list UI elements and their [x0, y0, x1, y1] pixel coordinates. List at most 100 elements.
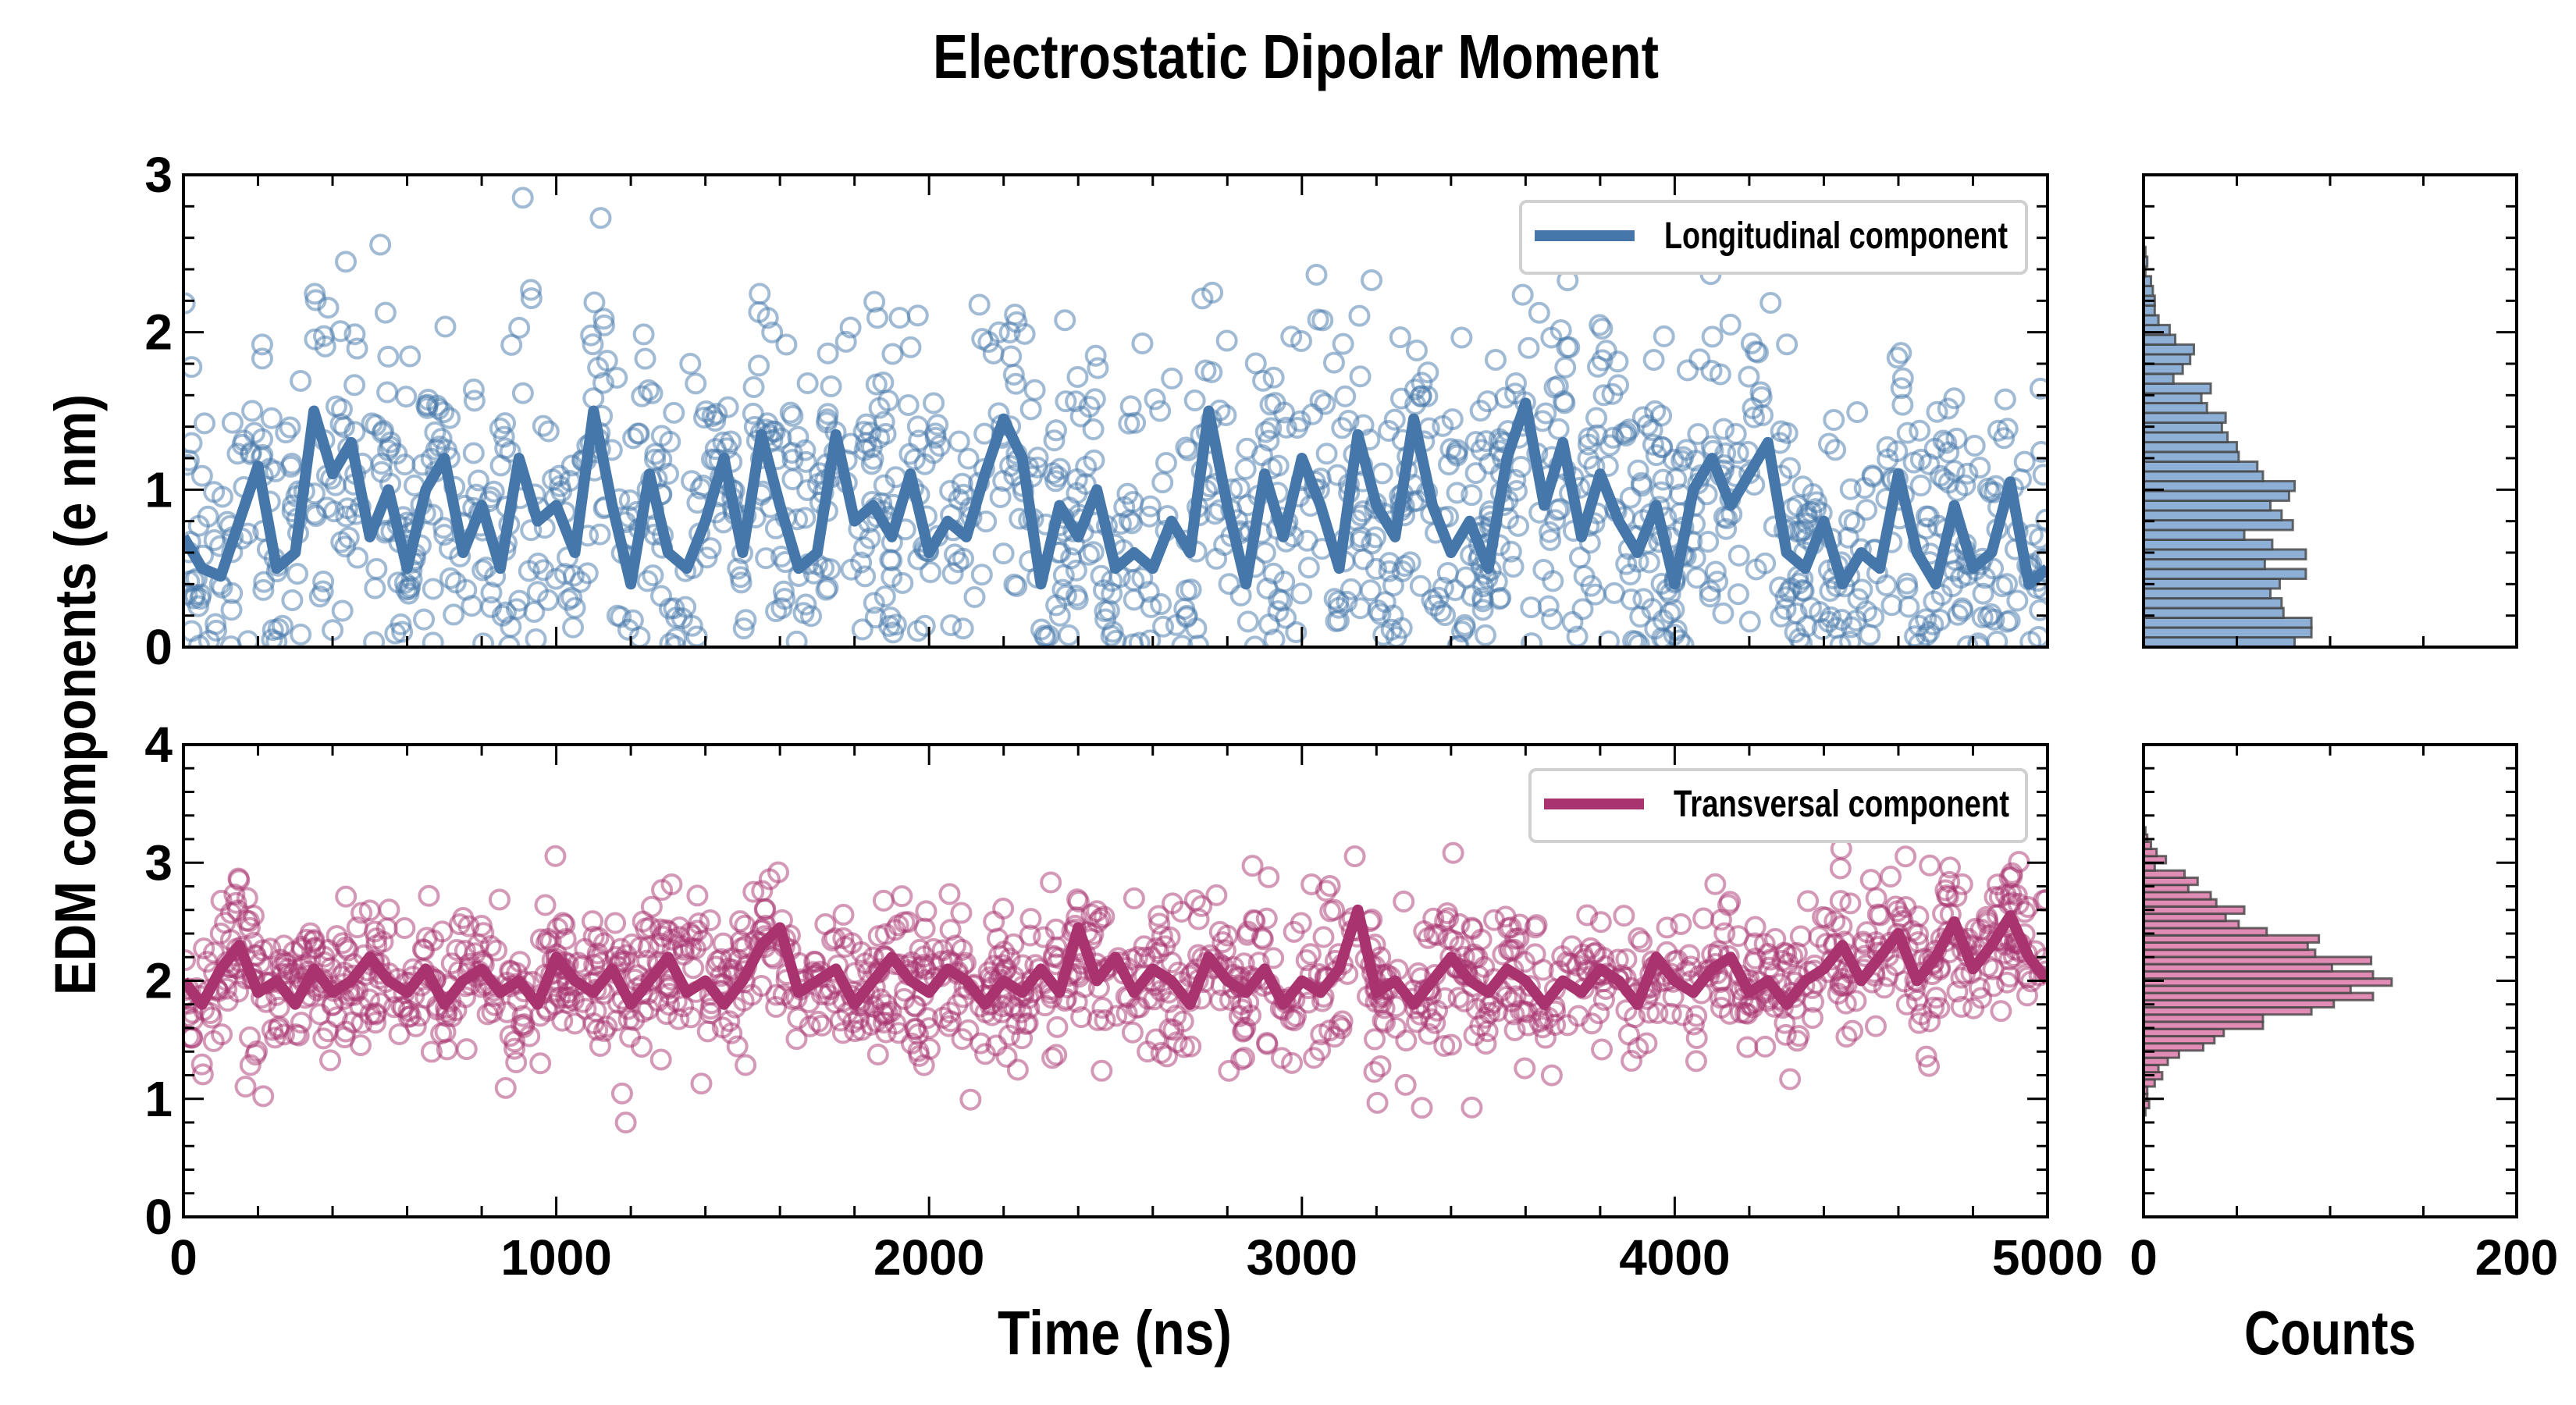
scatter-point	[610, 1082, 633, 1104]
scatter-point	[742, 880, 765, 903]
scatter-point	[1121, 1021, 1144, 1044]
scatter-point	[1161, 367, 1183, 389]
scatter-point	[1652, 468, 1674, 491]
scatter-point	[655, 973, 678, 996]
scatter-point	[523, 600, 546, 623]
scatter-point	[2030, 440, 2048, 463]
scatter-point	[1627, 459, 1649, 482]
scatter-point	[1528, 1010, 1551, 1033]
scatter-point	[1909, 419, 1931, 442]
scatter-point	[434, 1021, 457, 1044]
scatter-point	[1792, 580, 1815, 603]
scatter-point	[1895, 572, 1918, 595]
scatter-point	[470, 915, 493, 937]
scatter-point	[1829, 857, 1852, 880]
scatter-point	[304, 328, 326, 350]
scatter-point	[810, 983, 833, 1005]
scatter-point	[1785, 602, 1808, 624]
scatter-point	[1918, 453, 1941, 475]
scatter-point	[1539, 528, 1562, 551]
scatter-point	[365, 1012, 387, 1034]
scatter-point	[1685, 1050, 1707, 1072]
scatter-point	[439, 567, 461, 589]
scatter-point	[1886, 347, 1909, 369]
scatter-point	[1635, 1032, 1658, 1055]
scatter-point	[1941, 575, 1963, 598]
scatter-point	[1514, 1057, 1536, 1080]
scatter-point	[712, 431, 735, 454]
scatter-point	[606, 366, 628, 389]
scatter-point	[1464, 431, 1487, 454]
scatter-point	[1886, 440, 1909, 463]
scatter-point	[1963, 434, 1986, 457]
x-axis-label: Time (ns)	[998, 1298, 1232, 1368]
scatter-point	[1502, 556, 1525, 578]
scatter-point	[1880, 594, 1903, 617]
scatter-point	[479, 935, 502, 958]
scatter-point	[1023, 379, 1046, 401]
scatter-point	[850, 551, 873, 574]
scatter-point	[1701, 325, 1724, 348]
scatter-point	[1606, 350, 1629, 373]
scatter-point	[1706, 571, 1729, 593]
scatter-point	[585, 1000, 607, 1023]
scatter-point	[433, 524, 456, 546]
scatter-point	[1824, 439, 1847, 461]
scatter-point	[286, 563, 309, 585]
scatter-point	[1470, 928, 1493, 951]
scatter-point	[1891, 393, 1914, 416]
scatter-point	[1511, 283, 1534, 306]
scatter-point	[1549, 497, 1571, 520]
scatter-point	[369, 992, 392, 1015]
histogram-bar	[2142, 440, 2238, 454]
scatter-point	[1774, 1023, 1797, 1046]
histogram-bar	[2142, 606, 2285, 619]
scatter-point	[1970, 987, 1993, 1009]
scatter-point	[234, 1076, 257, 1098]
scatter-point	[1591, 318, 1614, 340]
scatter-point	[508, 316, 531, 339]
scatter-point	[226, 443, 249, 465]
scatter-point	[1260, 417, 1283, 439]
scatter-point	[1123, 569, 1145, 592]
scatter-point	[1873, 941, 1896, 963]
scatter-point	[1044, 470, 1067, 493]
scatter-point	[1006, 1058, 1029, 1081]
scatter-point	[1891, 367, 1914, 389]
scatter-point	[1041, 1047, 1064, 1069]
scatter-point	[1659, 602, 1681, 624]
scatter-point	[1488, 588, 1510, 610]
scatter-point	[323, 500, 346, 523]
scatter-point	[906, 304, 929, 327]
scatter-point	[1547, 418, 1570, 440]
scatter-point	[1201, 361, 1223, 383]
scatter-point	[951, 472, 973, 495]
scatter-point	[941, 562, 964, 585]
scatter-point	[1727, 583, 1749, 606]
scatter-point	[1128, 631, 1151, 647]
scatter-point	[1859, 869, 1882, 891]
scatter-point	[1275, 416, 1297, 439]
chart-title: Electrostatic Dipolar Moment	[933, 22, 1659, 91]
scatter-point	[211, 1023, 233, 1046]
scatter-point	[1337, 410, 1360, 432]
scatter-point	[511, 187, 534, 209]
scatter-point	[1895, 993, 1918, 1016]
scatter-point	[1909, 475, 1932, 497]
scatter-point	[1956, 462, 1979, 485]
scatter-point	[399, 345, 422, 368]
scatter-point	[1267, 454, 1290, 477]
scatter-point	[628, 422, 650, 445]
x-tick-label: 5000	[1992, 1229, 2103, 1286]
scatter-point	[982, 342, 1005, 365]
scatter-point	[1048, 604, 1071, 627]
scatter-point	[1000, 345, 1023, 368]
scatter-point	[1996, 418, 2019, 440]
scatter-point	[251, 428, 273, 450]
scatter-point	[1150, 980, 1172, 1002]
scatter-point	[1361, 532, 1383, 555]
transversal-histogram: 0 200	[2129, 743, 2558, 1286]
scatter-point	[499, 1025, 521, 1048]
scatter-point	[1770, 605, 1792, 628]
scatter-point	[520, 279, 543, 301]
